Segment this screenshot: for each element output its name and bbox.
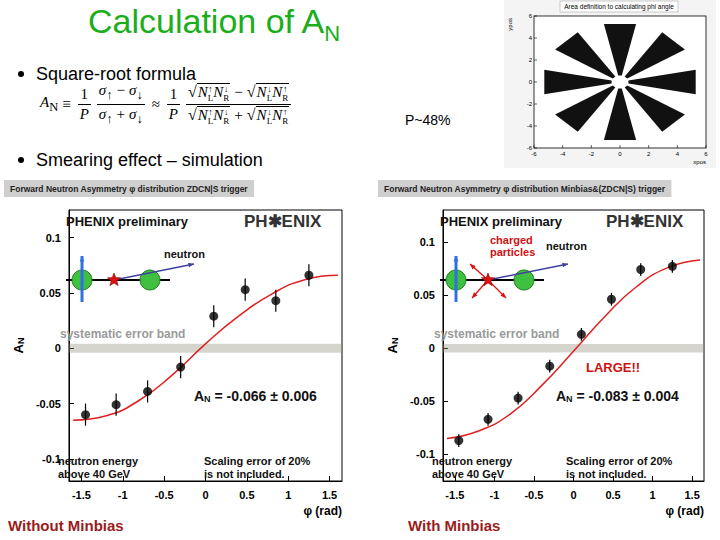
svg-text:PHENIX preliminary: PHENIX preliminary xyxy=(440,214,563,229)
svg-text:Scaling error of 20%: Scaling error of 20% xyxy=(204,455,311,467)
svg-text:0.1: 0.1 xyxy=(46,232,61,244)
svg-text:above 40 GeV: above 40 GeV xyxy=(432,468,505,480)
svg-text:0: 0 xyxy=(618,151,622,157)
svg-text:-1.5: -1.5 xyxy=(445,489,464,501)
svg-text:Area definition to calculating: Area definition to calculating phi angle xyxy=(564,3,674,11)
svg-text:above 40 GeV: above 40 GeV xyxy=(58,468,131,480)
svg-text:is not included.: is not included. xyxy=(566,468,647,480)
svg-text:6: 6 xyxy=(529,13,533,19)
svg-text:0.05: 0.05 xyxy=(414,289,435,301)
svg-text:1: 1 xyxy=(285,489,291,501)
svg-text:neutron energy: neutron energy xyxy=(58,455,139,467)
html-text:R: R xyxy=(282,93,289,103)
svg-text:A: A xyxy=(11,344,26,354)
svg-text:0: 0 xyxy=(202,489,208,501)
svg-text:-0.1: -0.1 xyxy=(416,448,435,461)
svg-text:0.1: 0.1 xyxy=(420,236,435,248)
svg-text:-4: -4 xyxy=(527,123,533,129)
svg-text:-2: -2 xyxy=(589,151,595,157)
svg-text:0: 0 xyxy=(570,489,576,501)
svg-text:6: 6 xyxy=(704,151,708,157)
svg-text:ypos: ypos xyxy=(507,18,513,31)
html-text:LN↑: LN↑ xyxy=(266,106,288,126)
svg-text:-1: -1 xyxy=(118,489,128,501)
html-text:With Minbias: With Minbias xyxy=(408,517,501,534)
svg-text:-4: -4 xyxy=(560,151,566,157)
svg-text:neutron: neutron xyxy=(546,240,587,252)
svg-text:-0.5: -0.5 xyxy=(155,489,174,501)
svg-text:PHENIX preliminary: PHENIX preliminary xyxy=(66,214,189,229)
html-text:σ↑ − σ↓: σ↑ − σ↓ xyxy=(98,82,143,102)
svg-text:-6: -6 xyxy=(527,145,533,151)
svg-text:is not included.: is not included. xyxy=(204,468,285,480)
svg-text:0.5: 0.5 xyxy=(605,489,620,501)
html-text:Without Minbias: Without Minbias xyxy=(8,517,124,534)
svg-text:N: N xyxy=(16,338,26,345)
html-text:R + √ N↓: R + √ N↓ xyxy=(223,106,272,126)
svg-text:A: A xyxy=(556,388,566,404)
svg-text:-0.05: -0.05 xyxy=(410,395,435,407)
svg-text:PH✱ENIX: PH✱ENIX xyxy=(606,212,684,231)
svg-text:Forward Neutron Asymmetry φ di: Forward Neutron Asymmetry φ distribution… xyxy=(384,184,666,194)
svg-text:systematic error band: systematic error band xyxy=(60,327,185,341)
svg-text:1: 1 xyxy=(650,489,656,501)
html-text:Calculation of AN: Calculation of AN xyxy=(88,2,341,46)
svg-text:charged: charged xyxy=(490,234,533,246)
html-text:LN↑: LN↑ xyxy=(266,84,288,103)
html-text:P: P xyxy=(79,106,89,122)
svg-text:systematic error band: systematic error band xyxy=(434,327,559,341)
svg-text:neutron: neutron xyxy=(164,248,205,260)
html-text:P~48%: P~48% xyxy=(405,112,451,128)
svg-text:neutron energy: neutron energy xyxy=(432,455,513,467)
html-text:R − √ N↓: R − √ N↓ xyxy=(223,83,272,103)
svg-text:LARGE!!: LARGE!! xyxy=(586,360,640,375)
svg-text:1.5: 1.5 xyxy=(322,489,337,501)
svg-text:φ (rad): φ (rad) xyxy=(665,504,704,518)
svg-text:0: 0 xyxy=(529,79,533,85)
svg-text:4: 4 xyxy=(676,151,680,157)
svg-text:-0.1: -0.1 xyxy=(42,452,61,465)
svg-text:PH✱ENIX: PH✱ENIX xyxy=(244,212,322,231)
svg-text:4: 4 xyxy=(529,35,533,41)
svg-text:-2: -2 xyxy=(527,101,533,107)
svg-text:0.05: 0.05 xyxy=(40,287,61,299)
svg-text:Forward Neutron Asymmetry φ di: Forward Neutron Asymmetry φ distribution… xyxy=(10,184,248,194)
svg-text:= -0.083 ± 0.004: = -0.083 ± 0.004 xyxy=(573,388,679,404)
svg-text:A: A xyxy=(385,344,400,354)
svg-text:xpos: xpos xyxy=(693,159,706,165)
svg-text:0: 0 xyxy=(55,342,61,354)
html-text:R: R xyxy=(282,115,289,126)
svg-text:1.5: 1.5 xyxy=(684,489,699,501)
svg-text:0.5: 0.5 xyxy=(239,489,254,501)
html-text:LN↓: LN↓ xyxy=(207,84,229,103)
svg-text:2: 2 xyxy=(647,151,651,157)
svg-text:N: N xyxy=(204,393,211,404)
html-text:LN↓: LN↓ xyxy=(207,106,229,126)
html-text:√ N↑: √ N↑ xyxy=(188,106,213,123)
svg-text:A: A xyxy=(194,388,204,404)
svg-text:0: 0 xyxy=(429,342,435,354)
svg-text:φ (rad): φ (rad) xyxy=(303,504,342,518)
html-text:Square-root formula: Square-root formula xyxy=(36,64,197,84)
svg-text:-1.5: -1.5 xyxy=(72,489,91,501)
svg-text:N: N xyxy=(566,393,573,404)
html-text:Smearing effect – simulation: Smearing effect – simulation xyxy=(36,150,263,170)
svg-text:-6: -6 xyxy=(531,151,537,157)
svg-text:-1: -1 xyxy=(489,489,499,501)
html-text:√ N↑: √ N↑ xyxy=(188,83,213,101)
svg-text:N: N xyxy=(390,338,400,345)
svg-text:Scaling error of 20%: Scaling error of 20% xyxy=(566,455,673,467)
svg-text:-0.5: -0.5 xyxy=(524,489,543,501)
html-text:1: 1 xyxy=(80,86,88,102)
svg-text:= -0.066 ± 0.006: = -0.066 ± 0.006 xyxy=(211,388,317,404)
svg-text:-0.05: -0.05 xyxy=(36,398,61,410)
html-text:AN ≡: AN ≡ xyxy=(40,94,71,114)
html-text:1: 1 xyxy=(169,86,178,102)
html-text:σ↑ + σ↓: σ↑ + σ↓ xyxy=(98,106,143,126)
svg-text:particles: particles xyxy=(490,246,535,258)
svg-text:2: 2 xyxy=(529,57,533,63)
html-text:P: P xyxy=(168,106,178,122)
